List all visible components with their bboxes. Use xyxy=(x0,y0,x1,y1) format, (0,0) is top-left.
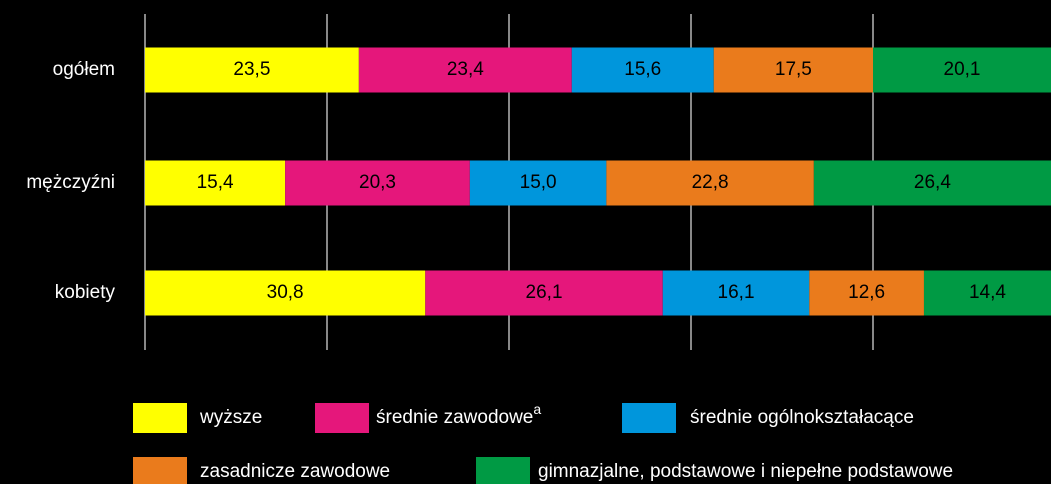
legend-name: średnie ogólnokształacące xyxy=(690,407,914,428)
legend-label: gimnazjalne, podstawowe i niepełne podst… xyxy=(538,461,953,482)
value-label: 15,0 xyxy=(520,172,557,193)
legend-name: średnie zawodowe xyxy=(376,407,533,428)
value-label: 17,5 xyxy=(775,59,812,80)
bar-segment xyxy=(606,160,814,206)
legend-label: zasadnicze zawodowe xyxy=(200,461,390,482)
legend-label: wyższe xyxy=(199,407,262,428)
value-label: 15,4 xyxy=(197,172,234,193)
bar-segment xyxy=(425,270,663,316)
bar-segment xyxy=(285,160,470,206)
bar-segment xyxy=(923,270,1051,316)
category-label: kobiety xyxy=(55,282,116,303)
bar-segment xyxy=(662,270,810,316)
category-label: ogółem xyxy=(53,59,115,80)
legend-swatch xyxy=(315,403,369,433)
legend-swatch xyxy=(133,403,187,433)
bar-segment xyxy=(571,47,714,93)
bar-segment xyxy=(358,47,572,93)
bar-segment xyxy=(145,160,286,206)
bar-segment xyxy=(809,270,924,316)
bar-segment xyxy=(145,270,426,316)
value-label: 12,6 xyxy=(848,282,885,303)
legend-name: wyższe xyxy=(199,407,262,428)
category-label: mężczyźni xyxy=(26,172,115,193)
legend-name: zasadnicze zawodowe xyxy=(200,461,390,482)
value-label: 20,3 xyxy=(359,172,396,193)
bar-segment xyxy=(469,160,607,206)
legend-swatch xyxy=(622,403,676,433)
value-label: 23,5 xyxy=(233,59,270,80)
bar-segment xyxy=(145,47,359,93)
legend-label: średnie zawodowea xyxy=(376,401,541,428)
value-label: 16,1 xyxy=(718,282,755,303)
value-label: 26,1 xyxy=(526,282,563,303)
bar-segment xyxy=(813,160,1051,206)
value-label: 22,8 xyxy=(692,172,729,193)
bar-segment xyxy=(873,47,1051,93)
value-label: 30,8 xyxy=(267,282,304,303)
legend-swatch xyxy=(133,457,187,484)
value-label: 20,1 xyxy=(944,59,981,80)
legend-superscript: a xyxy=(533,401,541,417)
legend-swatch xyxy=(476,457,530,484)
legend-name: gimnazjalne, podstawowe i niepełne podst… xyxy=(538,461,953,482)
legend-label: średnie ogólnokształacące xyxy=(690,407,914,428)
value-label: 14,4 xyxy=(969,282,1006,303)
value-label: 26,4 xyxy=(914,172,951,193)
value-label: 23,4 xyxy=(447,59,484,80)
value-label: 15,6 xyxy=(624,59,661,80)
bar-segment xyxy=(713,47,873,93)
